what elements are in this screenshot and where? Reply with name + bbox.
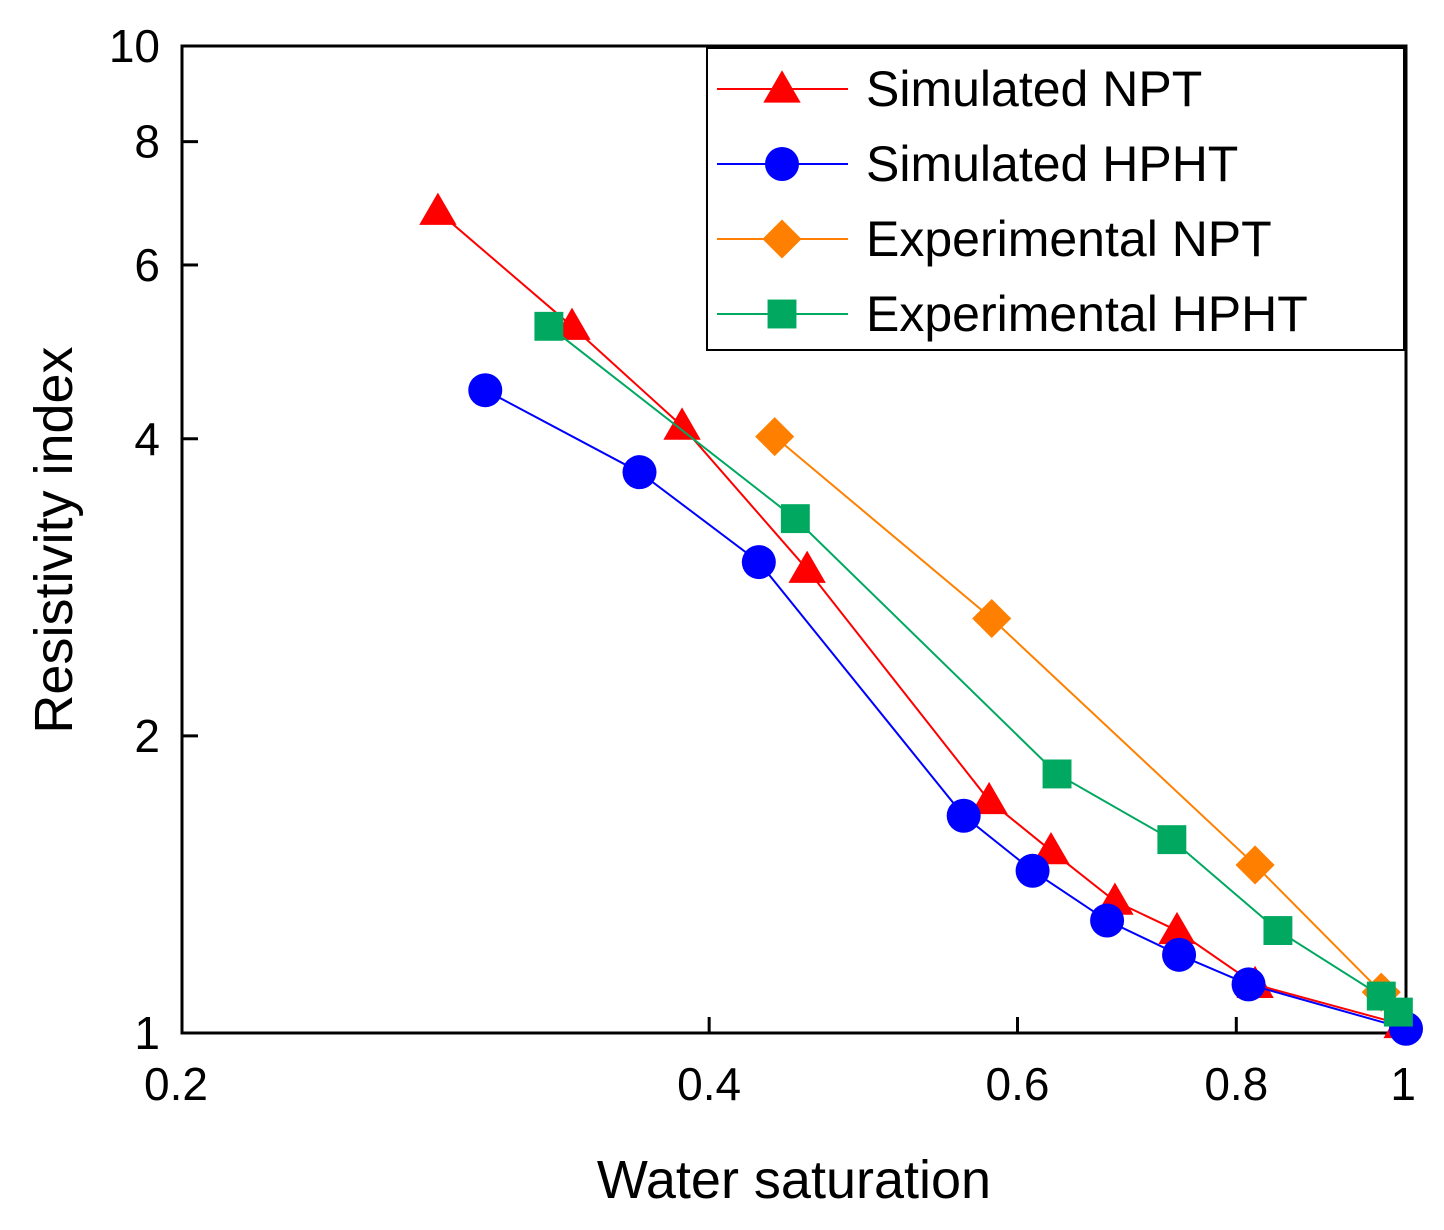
series-line [774, 435, 1382, 993]
data-point [1157, 825, 1187, 855]
legend-label: Simulated HPHT [866, 136, 1238, 192]
y-tick-label: 6 [134, 239, 160, 291]
y-axis-label: Resistivity index [24, 346, 84, 733]
data-point [741, 545, 776, 580]
legend-marker [763, 70, 801, 103]
data-point [1383, 997, 1413, 1027]
data-point [788, 550, 826, 583]
data-point [1090, 903, 1125, 938]
x-tick-label: 0.2 [144, 1058, 208, 1110]
series-line [437, 210, 1403, 1026]
data-point [1158, 911, 1196, 945]
data-point [970, 781, 1008, 815]
data-point [780, 504, 810, 534]
data-point [1162, 937, 1197, 972]
y-tick-label: 4 [134, 413, 160, 465]
y-tick-label: 8 [134, 116, 160, 168]
series-layer [419, 192, 1423, 1046]
plot-frame [180, 44, 1408, 1035]
legend-entry: Simulated NPT [717, 61, 1202, 117]
data-point [1231, 967, 1266, 1002]
legend-entry: Simulated HPHT [717, 136, 1238, 192]
data-point [1263, 916, 1293, 945]
y-tick-label: 2 [134, 710, 160, 762]
legend-box [706, 47, 1405, 351]
data-point [1032, 832, 1070, 865]
legend-label: Experimental NPT [866, 211, 1272, 267]
series-experimental-hpht [534, 311, 1413, 1027]
x-tick-label: 0.6 [986, 1058, 1050, 1110]
series-simulated-hpht [468, 373, 1423, 1046]
y-axis-ticks: 1 2 4 6 8 10 [109, 20, 198, 1059]
x-axis-label: Water saturation [597, 1150, 991, 1210]
data-point [468, 373, 503, 408]
x-tick-label: 1 [1390, 1058, 1416, 1110]
x-tick-label: 0.4 [677, 1058, 741, 1110]
data-point [1235, 845, 1275, 885]
legend-marker [765, 147, 799, 181]
data-point [1015, 853, 1050, 888]
data-point [419, 192, 457, 225]
legend-label: Simulated NPT [866, 61, 1202, 117]
data-point [534, 311, 564, 341]
data-point [622, 455, 657, 490]
x-tick-label: 0.8 [1204, 1058, 1268, 1110]
legend-label: Experimental HPHT [866, 286, 1308, 342]
legend-entry: Experimental NPT [717, 211, 1272, 267]
legend: Simulated NPT Simulated HPHT Experimental … [706, 47, 1405, 351]
series-experimental-npt [755, 417, 1401, 1012]
data-point [663, 407, 701, 440]
legend-entry: Experimental HPHT [717, 286, 1308, 342]
data-point [755, 417, 795, 457]
legend-marker [762, 219, 802, 259]
legend-marker [767, 299, 797, 329]
y-tick-label: 10 [109, 20, 160, 72]
data-point [1042, 759, 1072, 789]
y-tick-label: 1 [134, 1007, 160, 1059]
x-axis-ticks: 0.2 0.4 0.6 0.8 1 [144, 1017, 1416, 1110]
data-point [972, 598, 1012, 639]
data-point [946, 798, 981, 833]
